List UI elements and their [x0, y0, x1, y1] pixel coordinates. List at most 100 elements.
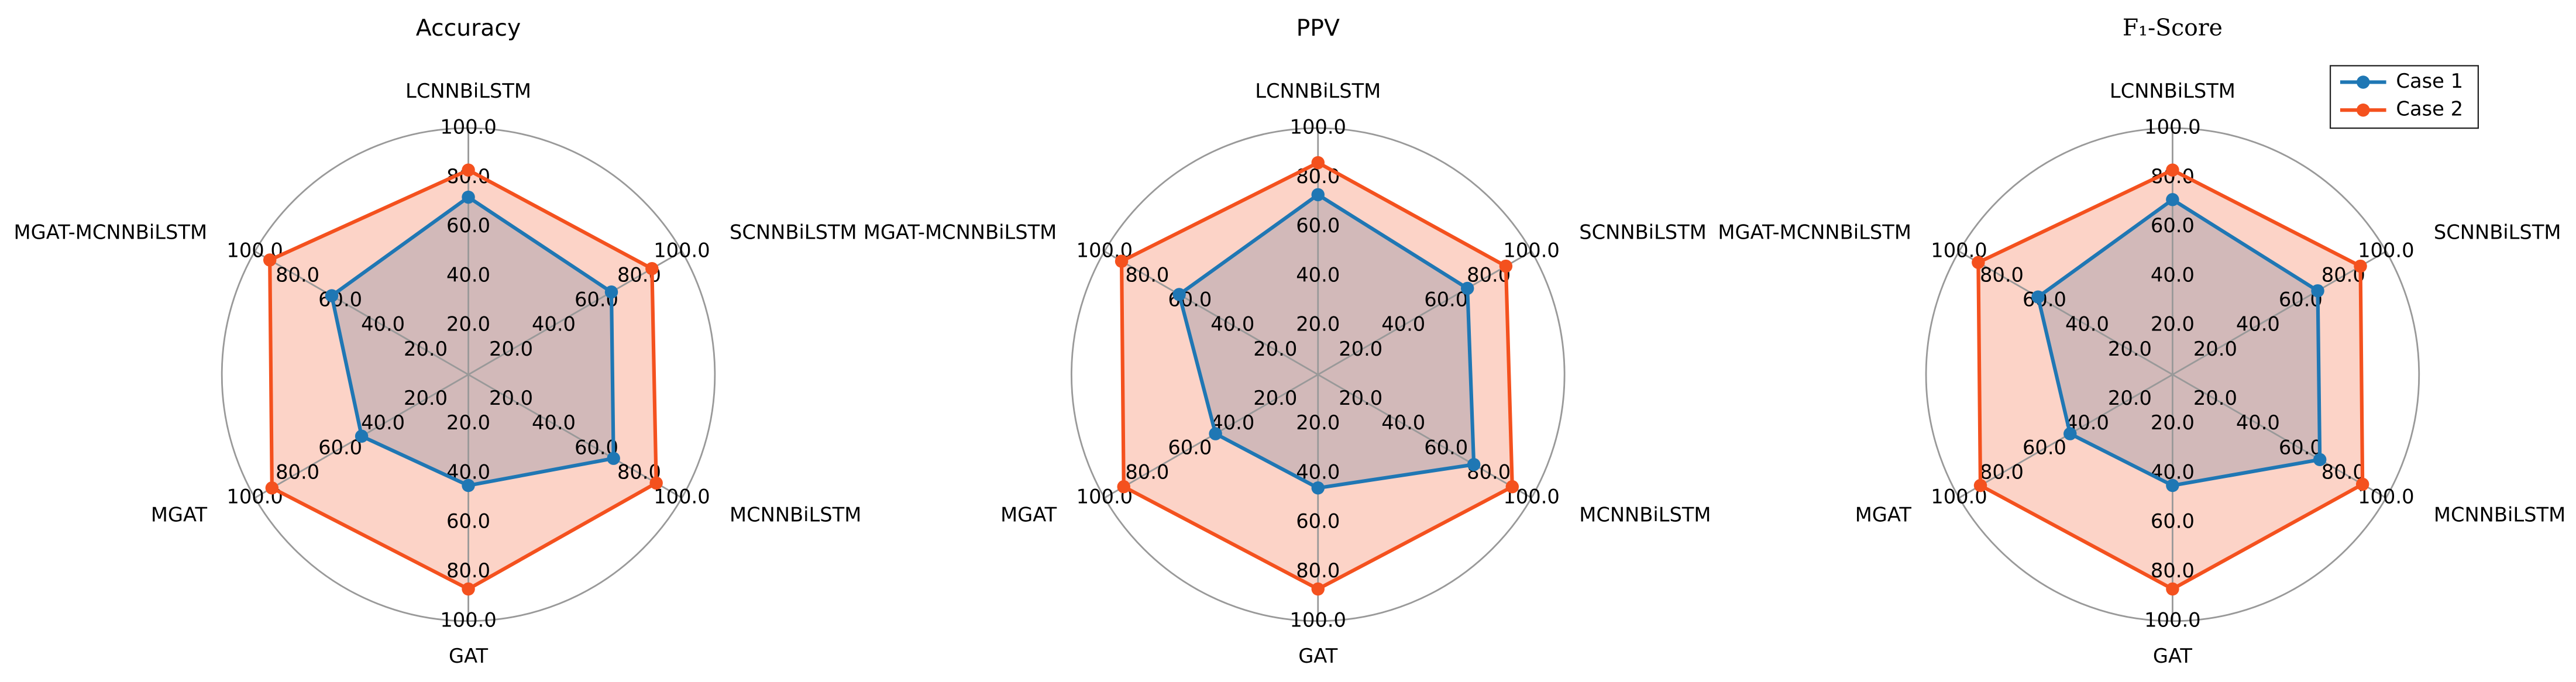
r-tick-label: 100.0	[440, 608, 496, 631]
chart-title: Accuracy	[416, 15, 521, 42]
r-tick-label: 80.0	[276, 263, 319, 286]
spoke	[1104, 250, 1319, 376]
marker	[1115, 254, 1129, 268]
r-tick-label: 20.0	[2193, 387, 2237, 409]
marker	[645, 262, 659, 275]
category-label: MGAT	[1000, 504, 1057, 526]
legend-marker	[2357, 75, 2370, 89]
marker	[2063, 427, 2077, 440]
r-tick-label: 20.0	[2151, 411, 2195, 434]
marker	[2166, 193, 2179, 206]
series-area	[270, 170, 656, 590]
r-tick-label: 20.0	[1253, 337, 1297, 360]
marker	[1311, 582, 1325, 596]
r-tick-label: 20.0	[446, 411, 490, 434]
r-tick-label: 20.0	[1296, 313, 1340, 336]
r-tick-label: 20.0	[2193, 337, 2237, 360]
r-tick-label: 100.0	[654, 239, 710, 261]
r-tick-label: 40.0	[532, 411, 576, 434]
r-tick-label: 40.0	[532, 313, 576, 336]
legend: Case 1 Case 2	[2329, 65, 2479, 129]
marker	[355, 429, 369, 443]
legend-frame	[2329, 65, 2479, 129]
marker	[263, 253, 277, 267]
r-tick-label: 20.0	[1253, 387, 1297, 409]
r-tick-label: 100.0	[1290, 608, 1346, 631]
r-tick-label: 80.0	[276, 460, 319, 483]
marker	[2166, 582, 2179, 596]
marker	[1209, 427, 1222, 440]
r-tick-label: 60.0	[446, 510, 490, 533]
spoke	[467, 374, 683, 499]
r-tick-label: 20.0	[1339, 337, 1382, 360]
category-label: MCNNBiLSTM	[2434, 504, 2565, 526]
r-tick-label: 40.0	[1210, 313, 1254, 336]
r-tick-label: 60.0	[1296, 510, 1340, 533]
marker	[265, 481, 279, 495]
r-tick-label: 80.0	[446, 559, 490, 582]
r-tick-label: 100.0	[654, 485, 710, 508]
r-tick-label: 20.0	[2108, 387, 2152, 409]
r-tick-label: 60.0	[1168, 436, 1212, 459]
r-tick-label: 40.0	[361, 313, 405, 336]
r-tick-label: 60.0	[2023, 436, 2066, 459]
marker	[1505, 480, 1519, 494]
marker	[1311, 156, 1325, 170]
r-tick-label: 80.0	[1980, 263, 2024, 286]
r-tick-label: 20.0	[1296, 411, 1340, 434]
marker	[1467, 457, 1481, 471]
r-tick-label: 80.0	[1980, 460, 2024, 483]
r-tick-label: 100.0	[1290, 116, 1346, 139]
r-tick-label: 60.0	[1424, 288, 1468, 311]
category-label: SCNNBiLSTM	[1579, 221, 1707, 243]
r-tick-label: 60.0	[2151, 214, 2195, 237]
category-label: LCNNBiLSTM	[1255, 80, 1381, 102]
r-tick-label: 40.0	[1296, 263, 1340, 286]
r-tick-label: 100.0	[1503, 239, 1559, 261]
legend-label: Case 1	[2396, 70, 2463, 92]
r-tick-label: 20.0	[1339, 387, 1382, 409]
marker	[2031, 290, 2045, 304]
category-label: MGAT	[151, 504, 208, 526]
r-tick-label: 40.0	[1381, 313, 1425, 336]
r-tick-label: 80.0	[1296, 559, 1340, 582]
r-tick-label: 60.0	[1296, 214, 1340, 237]
r-tick-label: 60.0	[1424, 436, 1468, 459]
category-label: GAT	[1298, 645, 1338, 667]
marker	[649, 476, 663, 490]
spoke	[254, 250, 469, 376]
marker	[1973, 478, 1987, 492]
r-tick-label: 40.0	[446, 263, 490, 286]
r-tick-label: 80.0	[1125, 263, 1169, 286]
spoke	[1958, 250, 2173, 376]
r-tick-label: 60.0	[2151, 510, 2195, 533]
marker	[462, 163, 475, 177]
series-area	[2038, 199, 2320, 486]
category-label: MCNNBiLSTM	[730, 504, 861, 526]
category-label: GAT	[449, 645, 489, 667]
marker	[1172, 288, 1186, 301]
marker	[1972, 256, 1985, 269]
spoke	[1318, 374, 1532, 499]
category-label: GAT	[2153, 645, 2193, 667]
r-tick-label: 60.0	[446, 214, 490, 237]
r-tick-label: 100.0	[2358, 485, 2414, 508]
r-tick-label: 40.0	[2236, 313, 2280, 336]
category-label: MGAT-MCNNBiLSTM	[14, 221, 208, 243]
r-tick-label: 60.0	[318, 436, 362, 459]
marker	[1311, 481, 1325, 495]
marker	[2354, 259, 2367, 273]
r-tick-label: 40.0	[361, 411, 405, 434]
r-tick-label: 20.0	[489, 387, 533, 409]
r-tick-label: 60.0	[318, 288, 362, 311]
r-tick-label: 40.0	[2236, 411, 2280, 434]
r-tick-label: 20.0	[2151, 313, 2195, 336]
r-tick-label: 100.0	[2358, 239, 2414, 261]
r-tick-label: 100.0	[2144, 116, 2200, 139]
legend-marker	[2357, 103, 2370, 117]
r-tick-label: 40.0	[1381, 411, 1425, 434]
r-tick-label: 40.0	[2065, 313, 2109, 336]
marker	[462, 478, 475, 492]
marker	[2311, 284, 2324, 298]
